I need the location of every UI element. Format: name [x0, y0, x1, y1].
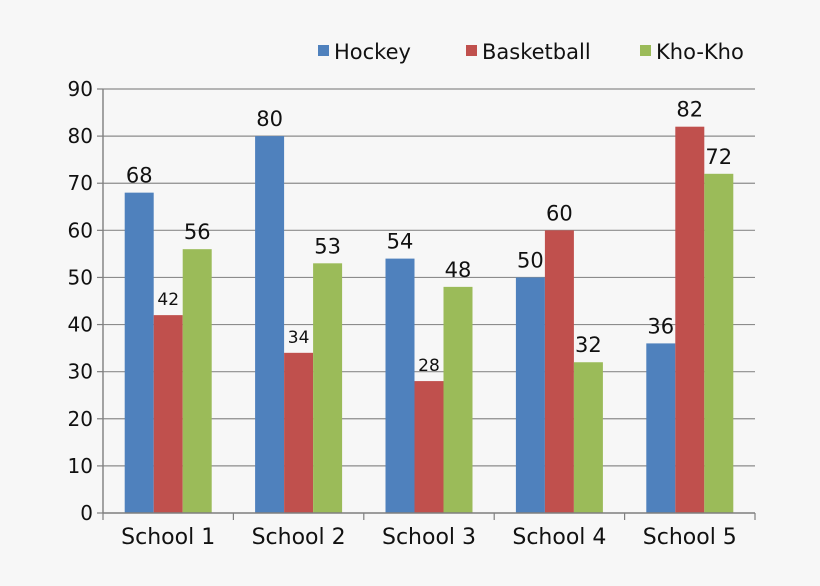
x-category-label: School 2	[252, 525, 346, 550]
bar-hockey	[255, 136, 285, 513]
data-label: 54	[387, 230, 414, 254]
data-label: 34	[288, 328, 310, 348]
bars	[124, 126, 734, 514]
y-tick-label: 80	[68, 124, 93, 148]
data-label: 80	[256, 107, 283, 131]
y-tick-label: 90	[68, 77, 93, 101]
legend-label: Kho-Kho	[656, 40, 744, 64]
legend-label: Basketball	[482, 40, 591, 64]
legend: Hockey Basketball Kho-Kho	[318, 40, 744, 64]
data-label: 82	[676, 98, 703, 122]
legend-swatch	[318, 45, 329, 56]
bar-basketball	[284, 352, 314, 513]
y-tick-label: 30	[68, 360, 93, 384]
bar-kho-kho	[573, 362, 603, 513]
bar-basketball	[414, 381, 444, 513]
y-tick-label: 60	[68, 218, 93, 242]
data-label: 72	[705, 145, 732, 169]
data-label: 36	[647, 314, 674, 338]
y-tick-label: 0	[80, 501, 93, 525]
y-tick-label: 20	[68, 407, 93, 431]
y-tick-label: 70	[68, 171, 93, 195]
legend-swatch	[640, 45, 651, 56]
bar-hockey	[515, 277, 545, 513]
x-category-label: School 1	[121, 525, 215, 550]
legend-swatch	[466, 45, 477, 56]
data-label: 60	[546, 201, 573, 225]
x-category-label: School 3	[382, 525, 476, 550]
data-label: 28	[418, 356, 440, 376]
data-label: 50	[517, 248, 544, 272]
bar-hockey	[646, 343, 676, 513]
bar-kho-kho	[704, 173, 734, 514]
legend-label: Hockey	[334, 40, 411, 64]
x-category-label: School 5	[643, 525, 737, 550]
data-label: 53	[314, 234, 341, 258]
bar-hockey	[385, 258, 415, 513]
bar-kho-kho	[443, 286, 473, 513]
data-label: 56	[184, 220, 211, 244]
data-label: 68	[126, 164, 153, 188]
bar-hockey	[124, 192, 154, 513]
data-label: 48	[445, 258, 472, 282]
bar-kho-kho	[313, 263, 343, 513]
y-tick-label: 10	[68, 454, 93, 478]
data-label: 32	[575, 333, 602, 357]
bar-basketball	[544, 230, 574, 514]
bar-basketball	[153, 315, 183, 513]
bar-kho-kho	[182, 249, 212, 513]
x-category-label: School 4	[512, 525, 606, 550]
y-tick-label: 40	[68, 313, 93, 337]
data-label: 42	[157, 290, 179, 310]
y-tick-label: 50	[68, 265, 93, 289]
bar-basketball	[675, 126, 705, 513]
